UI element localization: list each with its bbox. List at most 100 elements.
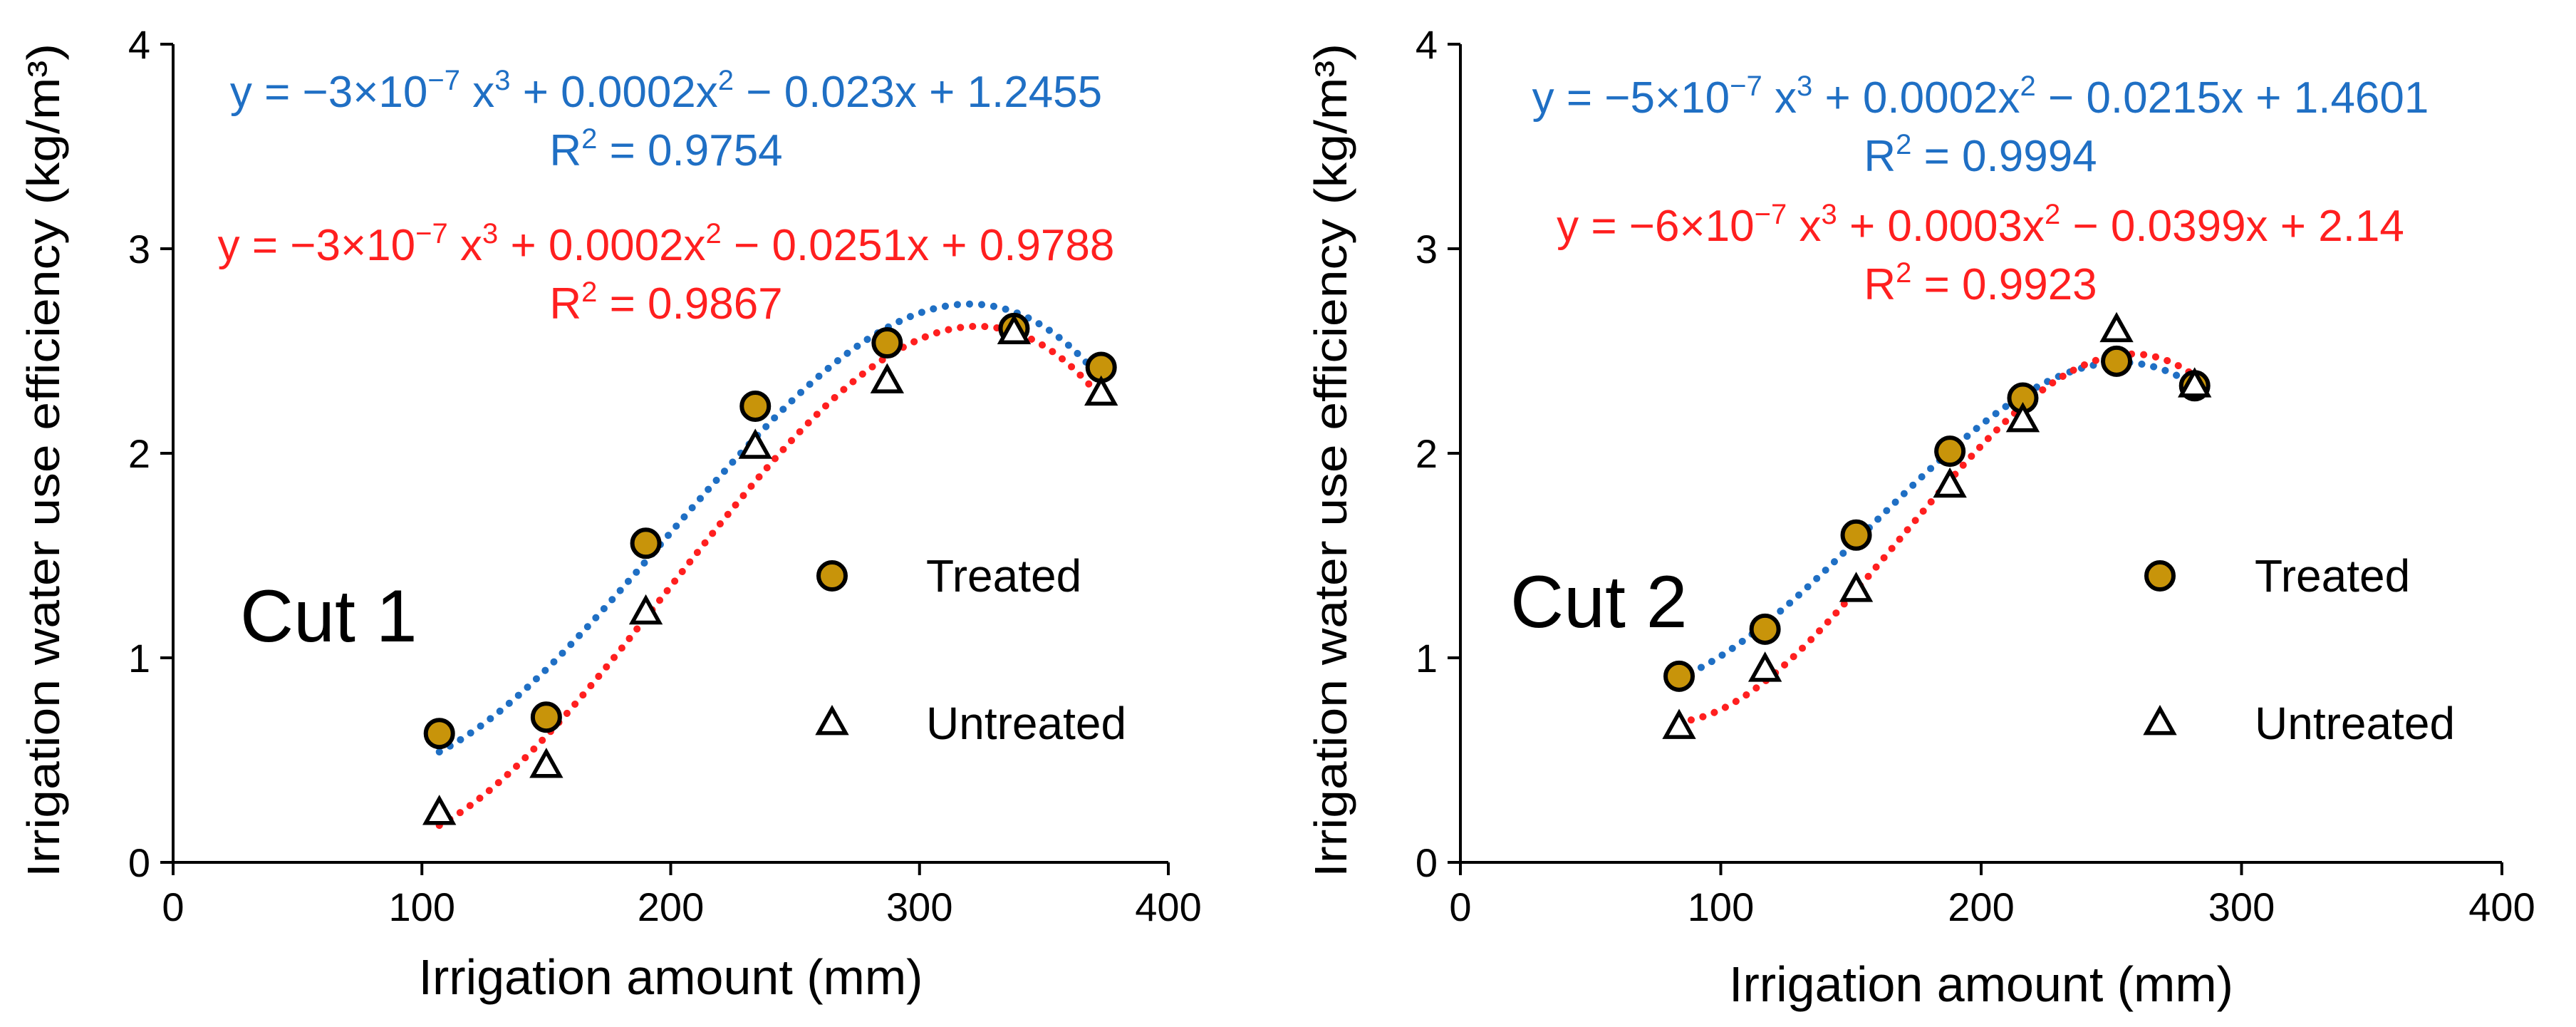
text-span: y = −3×10 [230, 68, 428, 117]
trendline-equation-treated: y = −5×10−7 x3 + 0.0002x2 − 0.0215x + 1.… [1532, 71, 2429, 123]
text-span: y = −6×10 [1557, 202, 1755, 251]
x-tick-label: 100 [389, 884, 455, 929]
x-tick-label: 0 [162, 884, 184, 929]
x-tick-label: 200 [638, 884, 704, 929]
x-tick-label: 0 [1449, 884, 1471, 929]
text-span: y = −5×10 [1532, 73, 1730, 123]
panel-label: Cut 2 [1510, 561, 1688, 644]
legend-treated-marker [816, 560, 848, 592]
x-tick-label: 400 [1135, 884, 1201, 929]
text-span: −7 [1755, 199, 1787, 230]
legend-treated-marker [2144, 560, 2176, 592]
text-span: 3 [1821, 199, 1837, 230]
y-tick-label: 0 [128, 840, 150, 885]
text-span: x [448, 221, 482, 270]
y-tick-label: 3 [1416, 227, 1438, 272]
legend-untreated-label: Untreated [926, 698, 1126, 749]
y-tick-label: 4 [128, 22, 150, 67]
treated-point [1840, 519, 1872, 551]
text-span: x [460, 68, 494, 117]
x-axis-title: Irrigation amount (mm) [1729, 956, 2233, 1012]
text-span: − 0.0251x + 0.9788 [722, 221, 1115, 270]
trendline-equation-untreated: y = −6×10−7 x3 + 0.0003x2 − 0.0399x + 2.… [1557, 199, 2404, 251]
r-squared-treated: R2 = 0.9994 [1864, 129, 2097, 181]
untreated-point [1747, 651, 1782, 682]
text-span: x [1787, 202, 1821, 251]
text-span: 3 [1797, 71, 1812, 102]
y-tick-label: 3 [128, 227, 150, 272]
text-span: 2 [2020, 71, 2036, 102]
legend-untreated-marker [2143, 704, 2177, 736]
text-span: 2 [581, 123, 597, 155]
y-tick-label: 1 [1416, 636, 1438, 681]
untreated-point [870, 363, 905, 393]
trendline-untreated [435, 322, 1105, 830]
text-span: y = −3×10 [218, 221, 416, 270]
untreated-point [1662, 708, 1696, 739]
text-span: + 0.0002x [498, 221, 705, 270]
untreated-point [1839, 572, 1874, 602]
x-tick-label: 300 [886, 884, 952, 929]
y-tick-label: 2 [128, 431, 150, 476]
text-span: 2 [1896, 129, 1911, 160]
treated-point [630, 527, 662, 559]
x-tick-label: 300 [2208, 884, 2275, 929]
treated-point [739, 390, 772, 422]
untreated-point [529, 748, 564, 778]
y-tick-label: 1 [128, 636, 150, 681]
legend-untreated-label: Untreated [2255, 698, 2455, 749]
text-span: 2 [1896, 257, 1911, 289]
y-tick-label: 4 [1416, 22, 1438, 67]
text-span: R [1864, 132, 1896, 181]
y-axis-title: Irrigation water use efficiency (kg/m³) [18, 43, 69, 877]
text-span: −7 [427, 65, 460, 96]
x-tick-label: 400 [2468, 884, 2535, 929]
trendline-equation-untreated: y = −3×10−7 x3 + 0.0002x2 − 0.0251x + 0.… [218, 218, 1115, 270]
text-span: 3 [482, 218, 498, 249]
text-span: 2 [718, 65, 734, 96]
text-span: = 0.9754 [597, 126, 782, 175]
legend-treated-label: Treated [926, 550, 1081, 602]
text-span: = 0.9867 [597, 279, 782, 329]
r-squared-treated: R2 = 0.9754 [549, 123, 782, 175]
x-axis-title: Irrigation amount (mm) [419, 949, 923, 1005]
text-span: 2 [581, 277, 597, 308]
text-span: 3 [494, 65, 510, 96]
trendline-untreated [1676, 350, 2198, 726]
untreated-point [738, 428, 772, 459]
untreated-point [997, 314, 1032, 345]
text-span: + 0.0002x [1812, 73, 2020, 123]
x-tick-label: 200 [1948, 884, 2014, 929]
untreated-point [1084, 375, 1118, 406]
y-tick-label: 0 [1416, 840, 1438, 885]
treated-point [1934, 435, 1966, 468]
text-span: = 0.9994 [1911, 132, 2097, 181]
treated-point [423, 718, 455, 750]
text-span: 2 [2045, 199, 2060, 230]
untreated-point [2099, 311, 2134, 343]
untreated-point [2178, 367, 2212, 398]
treated-point [530, 701, 562, 733]
text-span: −7 [415, 218, 448, 249]
r-squared-untreated: R2 = 0.9923 [1864, 257, 2097, 309]
x-tick-label: 100 [1688, 884, 1754, 929]
chart-panel-1: 0 1 2 3 4 0 100 200 300 400 Irrigation amount (mm)… [18, 22, 1202, 1005]
text-span: + 0.0002x [510, 68, 717, 117]
text-span: + 0.0003x [1837, 202, 2045, 251]
treated-point [1749, 613, 1781, 645]
y-axis-title: Irrigation water use efficiency (kg/m³) [1305, 43, 1356, 877]
text-span: − 0.023x + 1.2455 [734, 68, 1102, 117]
treated-point [1663, 660, 1695, 692]
text-span: = 0.9923 [1911, 260, 2097, 309]
chart-panel-2: 0 1 2 3 4 0 100 200 300 400 Irrigation amount (mm)… [1305, 22, 2535, 1012]
text-span: −7 [1730, 71, 1762, 102]
panel-label: Cut 1 [240, 575, 417, 658]
untreated-point [422, 795, 457, 825]
text-span: x [1762, 73, 1797, 123]
y-tick-label: 2 [1416, 431, 1438, 476]
untreated-point [2005, 402, 2040, 433]
trendline-equation-treated: y = −3×10−7 x3 + 0.0002x2 − 0.023x + 1.2… [230, 65, 1102, 117]
text-span: R [549, 279, 581, 329]
treated-point [871, 327, 903, 359]
